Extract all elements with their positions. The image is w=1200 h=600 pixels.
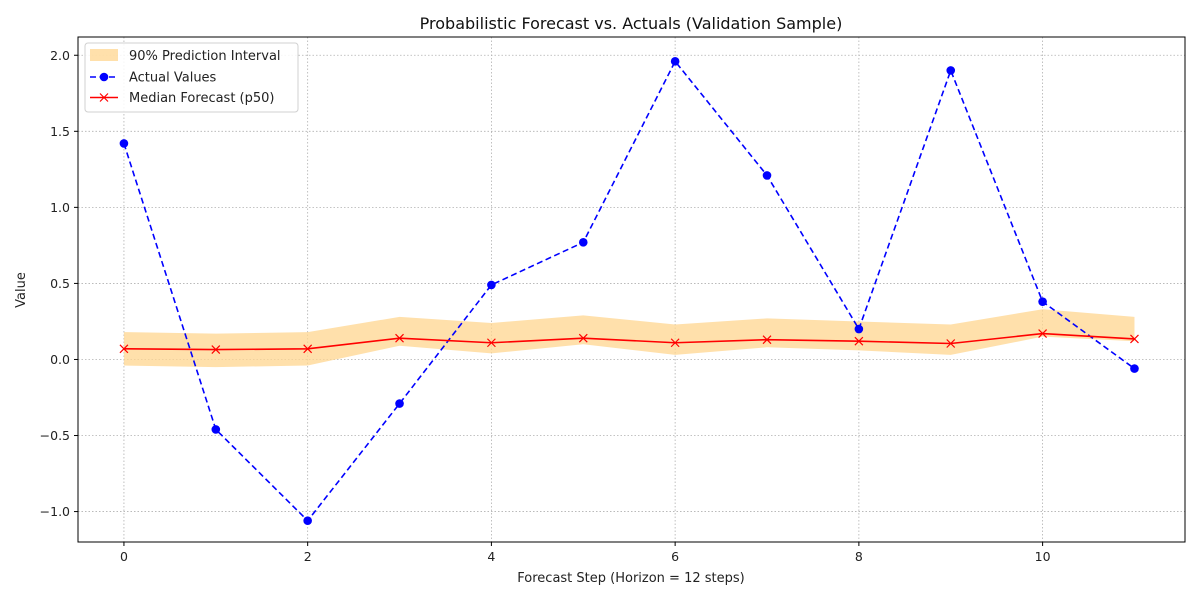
median-forecast-point bbox=[578, 333, 588, 343]
median-forecast-point bbox=[119, 344, 129, 354]
actual-value-point bbox=[762, 171, 772, 180]
median-forecast-point bbox=[762, 335, 772, 345]
y-axis-ticks: −1.0 −0.5 0.0 0.5 1.0 1.5 2.0 bbox=[40, 48, 78, 519]
median-forecast-point bbox=[211, 345, 221, 355]
x-axis-title: Forecast Step (Horizon = 12 steps) bbox=[517, 571, 744, 586]
actual-value-point bbox=[395, 399, 404, 408]
actual-value-point bbox=[1038, 297, 1047, 306]
median-forecast-point bbox=[670, 338, 680, 348]
y-tick-label: 1.5 bbox=[50, 124, 70, 139]
median-forecast-point bbox=[1130, 334, 1139, 344]
actual-value-point bbox=[211, 425, 221, 434]
x-tick-label: 4 bbox=[487, 549, 495, 564]
actual-value-point bbox=[1130, 364, 1139, 373]
prediction-interval-band bbox=[123, 309, 1135, 368]
median-forecast-point bbox=[486, 338, 496, 348]
median-forecast-point bbox=[395, 333, 404, 343]
actual-value-point bbox=[578, 238, 588, 247]
x-tick-label: 6 bbox=[671, 549, 679, 564]
y-tick-label: 1.0 bbox=[50, 200, 70, 215]
median-forecast-point bbox=[1038, 329, 1048, 339]
y-axis-title: Value bbox=[14, 272, 29, 308]
y-tick-label: 2.0 bbox=[50, 48, 70, 63]
x-tick-label: 2 bbox=[304, 549, 312, 564]
y-tick-label: −0.5 bbox=[40, 428, 70, 443]
actual-value-point bbox=[854, 324, 864, 334]
y-tick-label: 0.0 bbox=[50, 352, 70, 367]
actual-value-point bbox=[487, 280, 496, 290]
legend: 90% Prediction Interval Actual Values Medi… bbox=[84, 42, 299, 113]
median-forecast-line bbox=[123, 332, 1135, 351]
plot-frame bbox=[77, 36, 1186, 543]
chart-title: Probabilistic Forecast vs. Actuals (Vali… bbox=[420, 14, 843, 33]
legend-label-median: Median Forecast (p50) bbox=[129, 91, 275, 106]
median-forecast-point bbox=[946, 339, 956, 348]
legend-label-actual: Actual Values bbox=[129, 71, 217, 86]
legend-label-interval: 90% Prediction Interval bbox=[129, 49, 281, 64]
actual-value-point bbox=[670, 57, 680, 66]
median-forecast-point bbox=[303, 344, 313, 354]
actual-value-point bbox=[303, 516, 312, 526]
legend-marker-actual bbox=[99, 72, 109, 82]
legend-box bbox=[84, 42, 299, 113]
x-tick-label: 0 bbox=[120, 549, 128, 564]
median-forecast-point bbox=[854, 336, 864, 346]
actual-value-point bbox=[119, 139, 129, 148]
y-tick-label: 0.5 bbox=[50, 276, 70, 291]
x-tick-label: 8 bbox=[855, 549, 863, 564]
series-lines bbox=[123, 59, 1135, 522]
actual-value-point bbox=[946, 66, 956, 75]
prediction-interval-area bbox=[123, 309, 1135, 368]
grid-lines bbox=[78, 37, 1185, 542]
y-tick-label: −1.0 bbox=[40, 504, 70, 519]
x-axis-ticks: 0 2 4 6 8 10 bbox=[120, 542, 1051, 564]
legend-marker-median bbox=[99, 93, 109, 102]
legend-swatch-interval bbox=[90, 49, 118, 61]
actual-values-line bbox=[123, 59, 1135, 522]
x-tick-label: 10 bbox=[1035, 549, 1051, 564]
series-markers bbox=[119, 57, 1139, 526]
